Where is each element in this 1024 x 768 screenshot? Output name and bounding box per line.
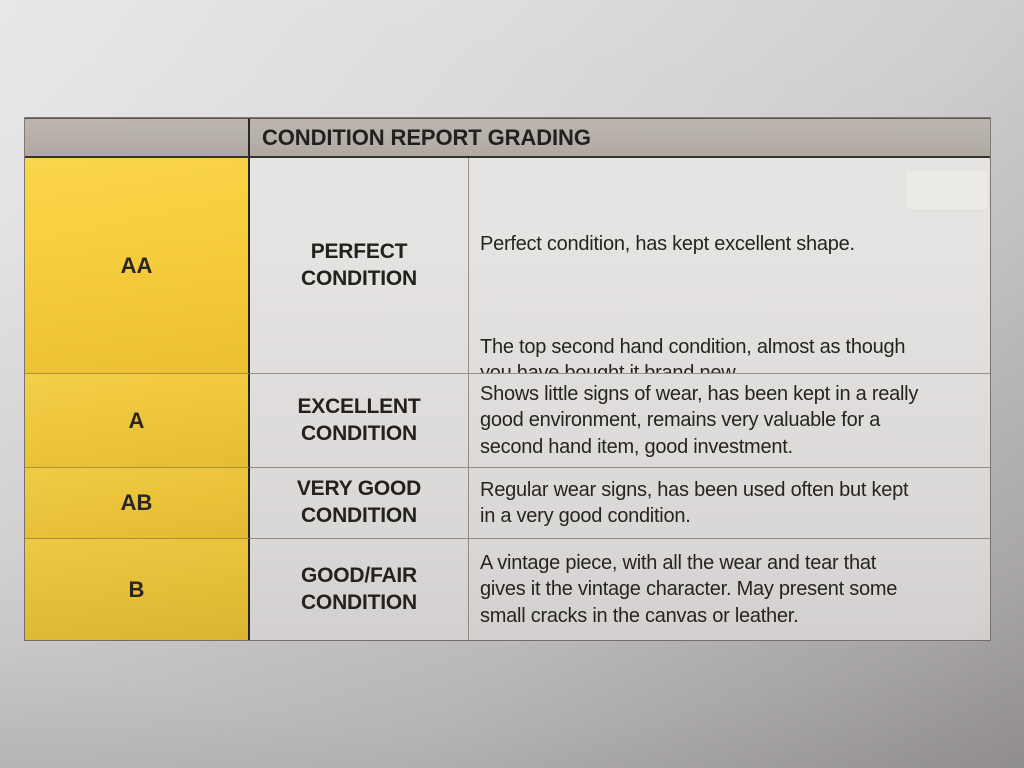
- table-title: CONDITION REPORT GRADING: [250, 118, 990, 158]
- condition-grading-table: CONDITION REPORT GRADING AA PERFECT COND…: [24, 117, 991, 641]
- correction-patch: [907, 171, 987, 209]
- condition-label-perfect: PERFECT CONDITION: [250, 158, 468, 373]
- grade-cell-a: A: [25, 373, 250, 467]
- description-cell-ab: Regular wear signs, has been used often …: [468, 467, 990, 538]
- header-corner-cell: [25, 118, 250, 158]
- description-cell-a: Shows little signs of wear, has been kep…: [468, 373, 990, 467]
- condition-label-good-fair: GOOD/FAIR CONDITION: [250, 538, 468, 640]
- description-cell-b: A vintage piece, with all the wear and t…: [468, 538, 990, 640]
- description-paragraph: Regular wear signs, has been used often …: [480, 478, 909, 527]
- description-paragraph: Shows little signs of wear, has been kep…: [480, 382, 919, 458]
- grade-cell-ab: AB: [25, 467, 250, 538]
- description-paragraph: A vintage piece, with all the wear and t…: [480, 551, 898, 627]
- condition-label-excellent: EXCELLENT CONDITION: [250, 373, 468, 467]
- description-cell-aa: Perfect condition, has kept excellent sh…: [468, 158, 990, 468]
- grade-cell-aa: AA: [25, 158, 250, 373]
- condition-label-very-good: VERY GOOD CONDITION: [250, 467, 468, 538]
- description-paragraph: Perfect condition, has kept excellent sh…: [480, 232, 855, 255]
- grade-cell-b: B: [25, 538, 250, 640]
